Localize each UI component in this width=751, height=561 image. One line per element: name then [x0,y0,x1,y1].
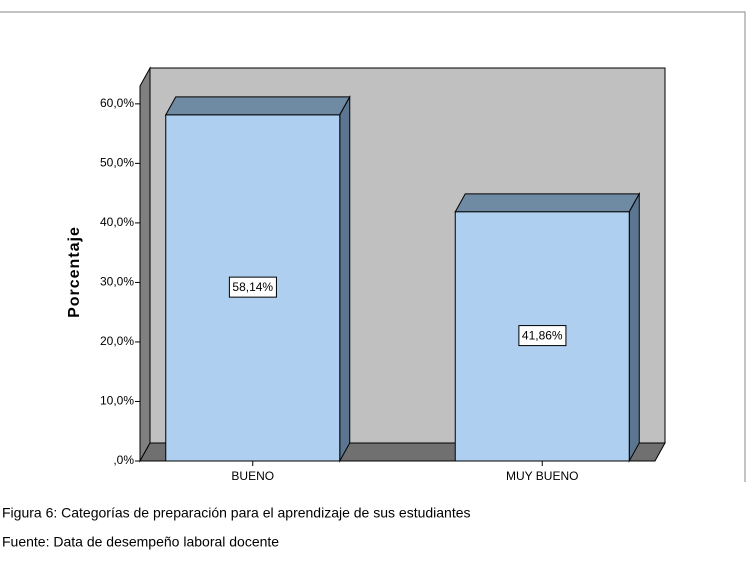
y-tick-label: 30,0% [100,275,134,289]
y-tick-label: 50,0% [100,156,134,170]
data-label-box [228,276,277,298]
data-label: 41,86% [522,329,563,343]
bar-top [454,193,641,213]
left-wall [139,66,151,463]
data-label-box [518,325,567,347]
x-tick-label: MUY BUENO [506,469,578,483]
y-tick-label: 10,0% [100,394,134,408]
y-axis-label: Porcentaje [66,226,83,318]
y-tick-label: 60,0% [100,96,134,110]
caption: Figura 6: Categorías de preparación para… [2,505,471,521]
y-tick-label: ,0% [113,453,134,467]
x-tick-label: BUENO [231,469,274,483]
source: Fuente: Data de desempeño laboral docent… [2,534,279,550]
y-tick-label: 20,0% [100,334,134,348]
bar-side [339,94,351,463]
bar-side [628,191,640,463]
bar-top [164,96,351,116]
frame [0,11,746,482]
y-tick-label: 40,0% [100,215,134,229]
data-label: 58,14% [232,280,273,294]
